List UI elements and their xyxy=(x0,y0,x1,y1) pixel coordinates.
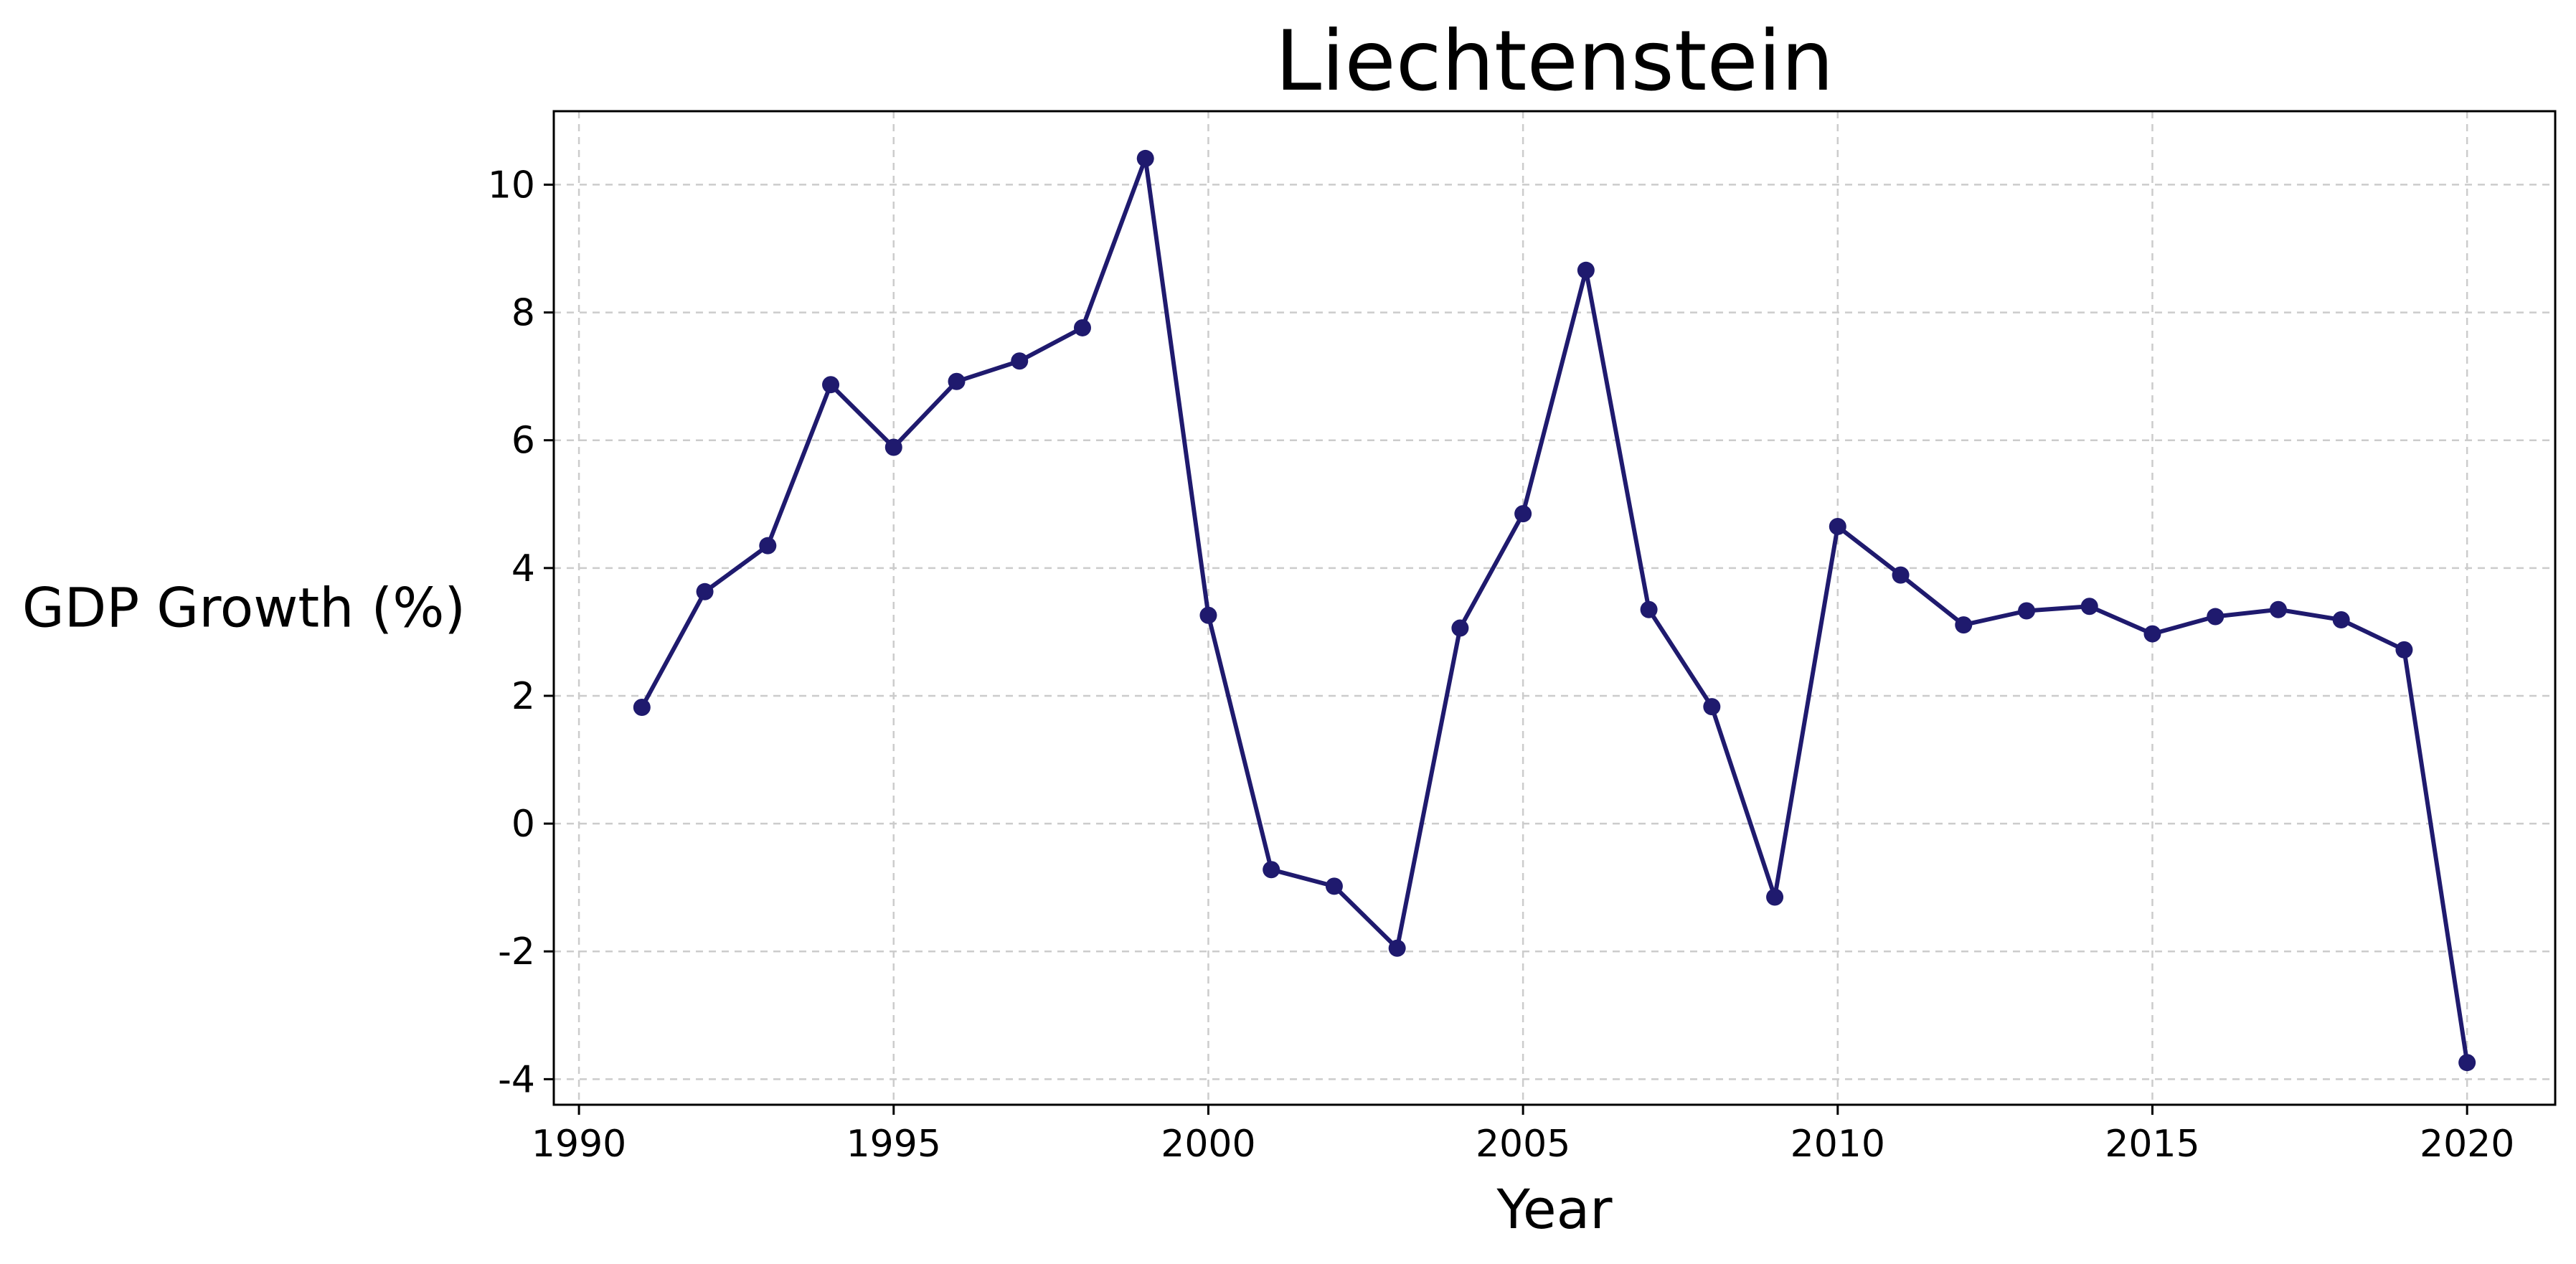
x-axis-title: Year xyxy=(1496,1177,1613,1241)
data-point xyxy=(1577,261,1595,279)
data-point xyxy=(2269,600,2287,618)
y-tick-label: 6 xyxy=(511,420,535,463)
grid-layer xyxy=(554,111,2555,1105)
x-tick-label: 1995 xyxy=(846,1123,941,1166)
y-tick-label: -4 xyxy=(498,1058,535,1101)
data-point xyxy=(822,376,840,394)
data-point xyxy=(633,699,651,716)
data-point xyxy=(1263,861,1280,879)
data-point xyxy=(1388,939,1406,957)
plot-frame xyxy=(552,110,2557,1106)
data-point xyxy=(759,537,777,555)
data-point xyxy=(2207,608,2224,626)
data-point xyxy=(2332,610,2350,628)
y-tick-label: 8 xyxy=(511,292,535,335)
y-tick-label: 2 xyxy=(511,675,535,718)
data-point xyxy=(2395,641,2413,659)
x-tick-label: 2015 xyxy=(2105,1123,2199,1166)
x-tick-label: 2005 xyxy=(1476,1123,1570,1166)
tick-layer: 1990 1995 2000 2005 2010 2015 2020 -4 -2 0 2 4 6 8 10 xyxy=(488,164,2515,1166)
x-tick-label: 2000 xyxy=(1161,1123,1255,1166)
data-point xyxy=(2458,1054,2476,1072)
series-layer xyxy=(633,149,2476,1072)
y-tick-label: 0 xyxy=(511,803,535,846)
data-point xyxy=(1703,698,1721,716)
chart-title: Liechtenstein xyxy=(1275,13,1834,110)
x-tick-label: 2010 xyxy=(1791,1123,1885,1166)
data-point xyxy=(1892,566,1910,584)
data-point xyxy=(1136,149,1154,167)
data-point xyxy=(1011,352,1029,370)
data-point xyxy=(2080,598,2098,616)
data-point xyxy=(1766,888,1784,906)
data-point xyxy=(1199,606,1217,624)
x-tick-label: 2020 xyxy=(2420,1123,2514,1166)
data-point xyxy=(696,583,714,600)
x-tick-label: 1990 xyxy=(532,1123,626,1166)
y-tick-label: -2 xyxy=(498,930,535,973)
data-point xyxy=(1640,600,1658,618)
data-point xyxy=(1451,619,1469,637)
data-point xyxy=(884,438,902,456)
data-point xyxy=(1955,616,1973,634)
data-point xyxy=(2018,602,2036,620)
data-point xyxy=(1073,319,1091,336)
series-line xyxy=(640,156,2470,1063)
data-point xyxy=(1829,517,1846,535)
data-point xyxy=(2143,625,2161,643)
data-point xyxy=(1325,877,1343,895)
data-point xyxy=(1514,505,1532,523)
y-axis-title: GDP Growth (%) xyxy=(22,576,466,640)
y-tick-label: 4 xyxy=(511,547,535,590)
y-tick-label: 10 xyxy=(488,164,535,207)
data-point xyxy=(948,372,966,390)
